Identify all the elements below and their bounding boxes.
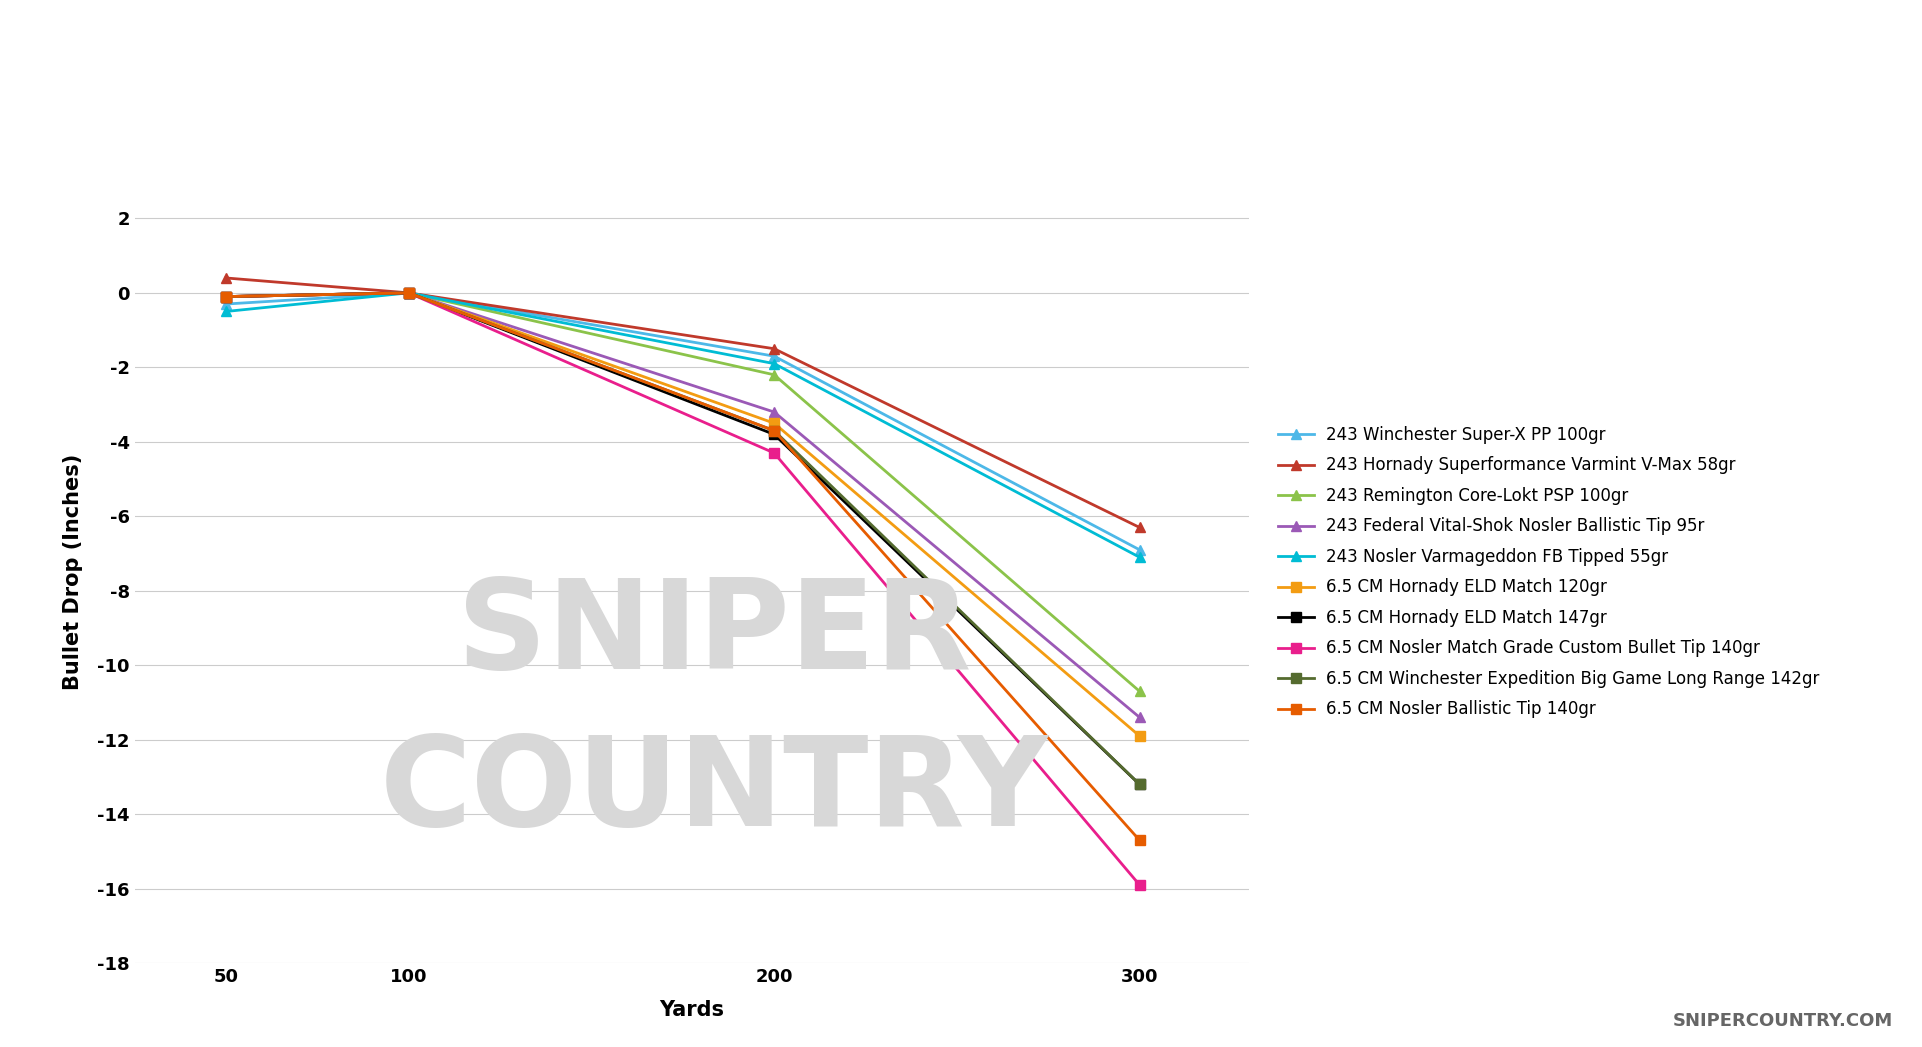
- Line: 6.5 CM Nosler Match Grade Custom Bullet Tip 140gr: 6.5 CM Nosler Match Grade Custom Bullet …: [221, 288, 1144, 890]
- Line: 6.5 CM Hornady ELD Match 147gr: 6.5 CM Hornady ELD Match 147gr: [221, 288, 1144, 789]
- Text: SNIPER: SNIPER: [457, 574, 971, 695]
- Line: 243 Federal Vital-Shok Nosler Ballistic Tip 95r: 243 Federal Vital-Shok Nosler Ballistic …: [221, 288, 1144, 722]
- 243 Winchester Super-X PP 100gr: [1128, 543, 1151, 556]
- Line: 243 Hornady Superformance Varmint V-Max 58gr: 243 Hornady Superformance Varmint V-Max …: [221, 273, 1144, 532]
- 243 Hornady Superformance Varmint V-Max 58gr: [215, 271, 238, 284]
- Text: SHORT RANGE TRAJECTORY: SHORT RANGE TRAJECTORY: [321, 30, 1601, 111]
- 243 Federal Vital-Shok Nosler Ballistic Tip 95r: [1128, 711, 1151, 723]
- 6.5 CM Winchester Expedition Big Game Long Range 142gr: [398, 287, 421, 299]
- 6.5 CM Nosler Match Grade Custom Bullet Tip 140gr: [763, 447, 786, 460]
- 6.5 CM Nosler Ballistic Tip 140gr: [215, 290, 238, 303]
- X-axis label: Yards: Yards: [659, 1000, 725, 1020]
- Line: 6.5 CM Winchester Expedition Big Game Long Range 142gr: 6.5 CM Winchester Expedition Big Game Lo…: [221, 288, 1144, 789]
- 6.5 CM Nosler Match Grade Custom Bullet Tip 140gr: [1128, 878, 1151, 891]
- 6.5 CM Hornady ELD Match 120gr: [215, 290, 238, 303]
- 243 Remington Core-Lokt PSP 100gr: [398, 287, 421, 299]
- 6.5 CM Nosler Ballistic Tip 140gr: [763, 424, 786, 437]
- 6.5 CM Hornady ELD Match 147gr: [763, 428, 786, 441]
- 6.5 CM Nosler Ballistic Tip 140gr: [1128, 834, 1151, 847]
- 243 Nosler Varmageddon FB Tipped 55gr: [215, 306, 238, 318]
- 6.5 CM Nosler Match Grade Custom Bullet Tip 140gr: [215, 290, 238, 303]
- Line: 243 Remington Core-Lokt PSP 100gr: 243 Remington Core-Lokt PSP 100gr: [221, 288, 1144, 696]
- Line: 243 Nosler Varmageddon FB Tipped 55gr: 243 Nosler Varmageddon FB Tipped 55gr: [221, 288, 1144, 562]
- 243 Remington Core-Lokt PSP 100gr: [1128, 685, 1151, 697]
- 6.5 CM Hornady ELD Match 120gr: [398, 287, 421, 299]
- 243 Winchester Super-X PP 100gr: [215, 297, 238, 310]
- Line: 243 Winchester Super-X PP 100gr: 243 Winchester Super-X PP 100gr: [221, 288, 1144, 555]
- 6.5 CM Hornady ELD Match 147gr: [215, 290, 238, 303]
- 243 Federal Vital-Shok Nosler Ballistic Tip 95r: [398, 287, 421, 299]
- 243 Federal Vital-Shok Nosler Ballistic Tip 95r: [763, 406, 786, 419]
- 243 Hornady Superformance Varmint V-Max 58gr: [1128, 521, 1151, 534]
- 243 Remington Core-Lokt PSP 100gr: [763, 369, 786, 381]
- 243 Hornady Superformance Varmint V-Max 58gr: [398, 287, 421, 299]
- 6.5 CM Hornady ELD Match 147gr: [398, 287, 421, 299]
- 6.5 CM Hornady ELD Match 120gr: [763, 417, 786, 429]
- 6.5 CM Winchester Expedition Big Game Long Range 142gr: [1128, 778, 1151, 790]
- 243 Federal Vital-Shok Nosler Ballistic Tip 95r: [215, 290, 238, 303]
- Line: 6.5 CM Nosler Ballistic Tip 140gr: 6.5 CM Nosler Ballistic Tip 140gr: [221, 288, 1144, 845]
- 6.5 CM Nosler Match Grade Custom Bullet Tip 140gr: [398, 287, 421, 299]
- 243 Nosler Varmageddon FB Tipped 55gr: [763, 357, 786, 370]
- 6.5 CM Hornady ELD Match 147gr: [1128, 778, 1151, 790]
- Text: COUNTRY: COUNTRY: [379, 731, 1049, 851]
- Y-axis label: Bullet Drop (Inches): Bullet Drop (Inches): [63, 454, 83, 690]
- 243 Winchester Super-X PP 100gr: [398, 287, 421, 299]
- 6.5 CM Hornady ELD Match 120gr: [1128, 730, 1151, 742]
- 6.5 CM Winchester Expedition Big Game Long Range 142gr: [215, 290, 238, 303]
- 243 Hornady Superformance Varmint V-Max 58gr: [763, 342, 786, 355]
- 243 Nosler Varmageddon FB Tipped 55gr: [398, 287, 421, 299]
- 243 Remington Core-Lokt PSP 100gr: [215, 290, 238, 303]
- 6.5 CM Nosler Ballistic Tip 140gr: [398, 287, 421, 299]
- Text: SNIPERCOUNTRY.COM: SNIPERCOUNTRY.COM: [1672, 1011, 1893, 1030]
- Legend: 243 Winchester Super-X PP 100gr, 243 Hornady Superformance Varmint V-Max 58gr, 2: 243 Winchester Super-X PP 100gr, 243 Hor…: [1278, 426, 1820, 718]
- 243 Winchester Super-X PP 100gr: [763, 350, 786, 362]
- 243 Nosler Varmageddon FB Tipped 55gr: [1128, 551, 1151, 563]
- 6.5 CM Winchester Expedition Big Game Long Range 142gr: [763, 424, 786, 437]
- Line: 6.5 CM Hornady ELD Match 120gr: 6.5 CM Hornady ELD Match 120gr: [221, 288, 1144, 741]
